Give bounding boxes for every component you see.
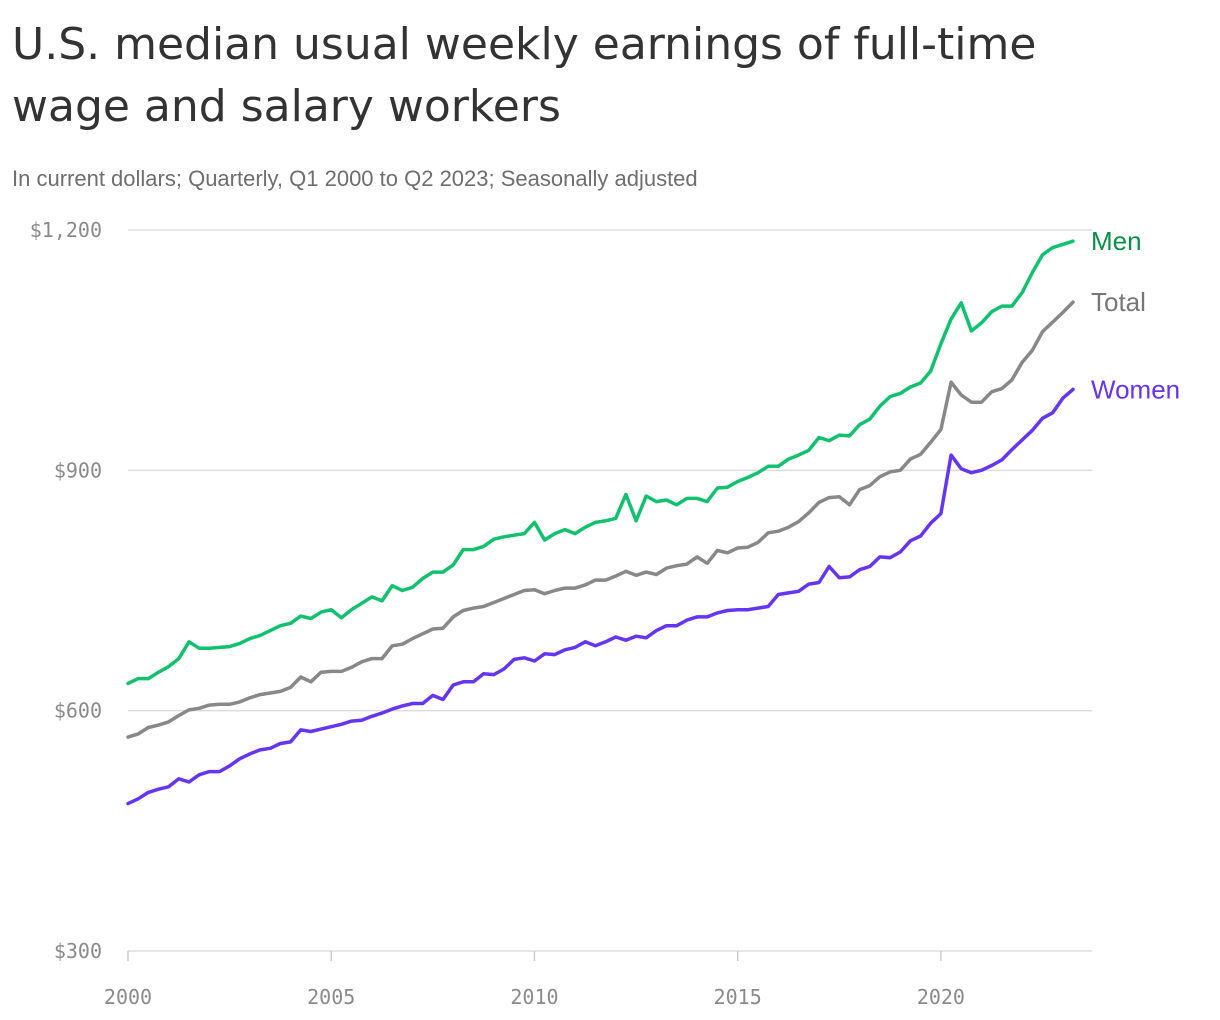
chart-title: U.S. median usual weekly earnings of ful… xyxy=(12,19,1037,132)
series-line-total xyxy=(126,300,1075,739)
x-tick-label: 2010 xyxy=(510,985,558,1009)
x-tick-label: 2020 xyxy=(917,985,965,1009)
series-label-men: Men xyxy=(1091,226,1142,256)
series-lines xyxy=(126,239,1075,806)
y-tick-label: $900 xyxy=(54,458,102,482)
x-axis: 2000 2005 2010 2015 2020 xyxy=(104,951,965,1009)
x-tick-label: 2015 xyxy=(714,985,762,1009)
series-label-women: Women xyxy=(1091,374,1180,404)
x-tick-label: 2005 xyxy=(307,985,355,1009)
series-labels: Men Total Women xyxy=(1091,226,1180,404)
series-line-women xyxy=(126,387,1075,806)
series-label-total: Total xyxy=(1091,287,1146,317)
y-axis-labels: $300 $600 $900 $1,200 xyxy=(30,218,102,963)
series-line-men xyxy=(126,239,1075,686)
grid-lines xyxy=(128,229,1092,952)
y-tick-label: $1,200 xyxy=(30,218,102,242)
y-tick-label: $600 xyxy=(54,699,102,723)
y-tick-label: $300 xyxy=(54,939,102,963)
chart-subtitle: In current dollars; Quarterly, Q1 2000 t… xyxy=(12,166,698,191)
x-tick-label: 2000 xyxy=(104,985,152,1009)
